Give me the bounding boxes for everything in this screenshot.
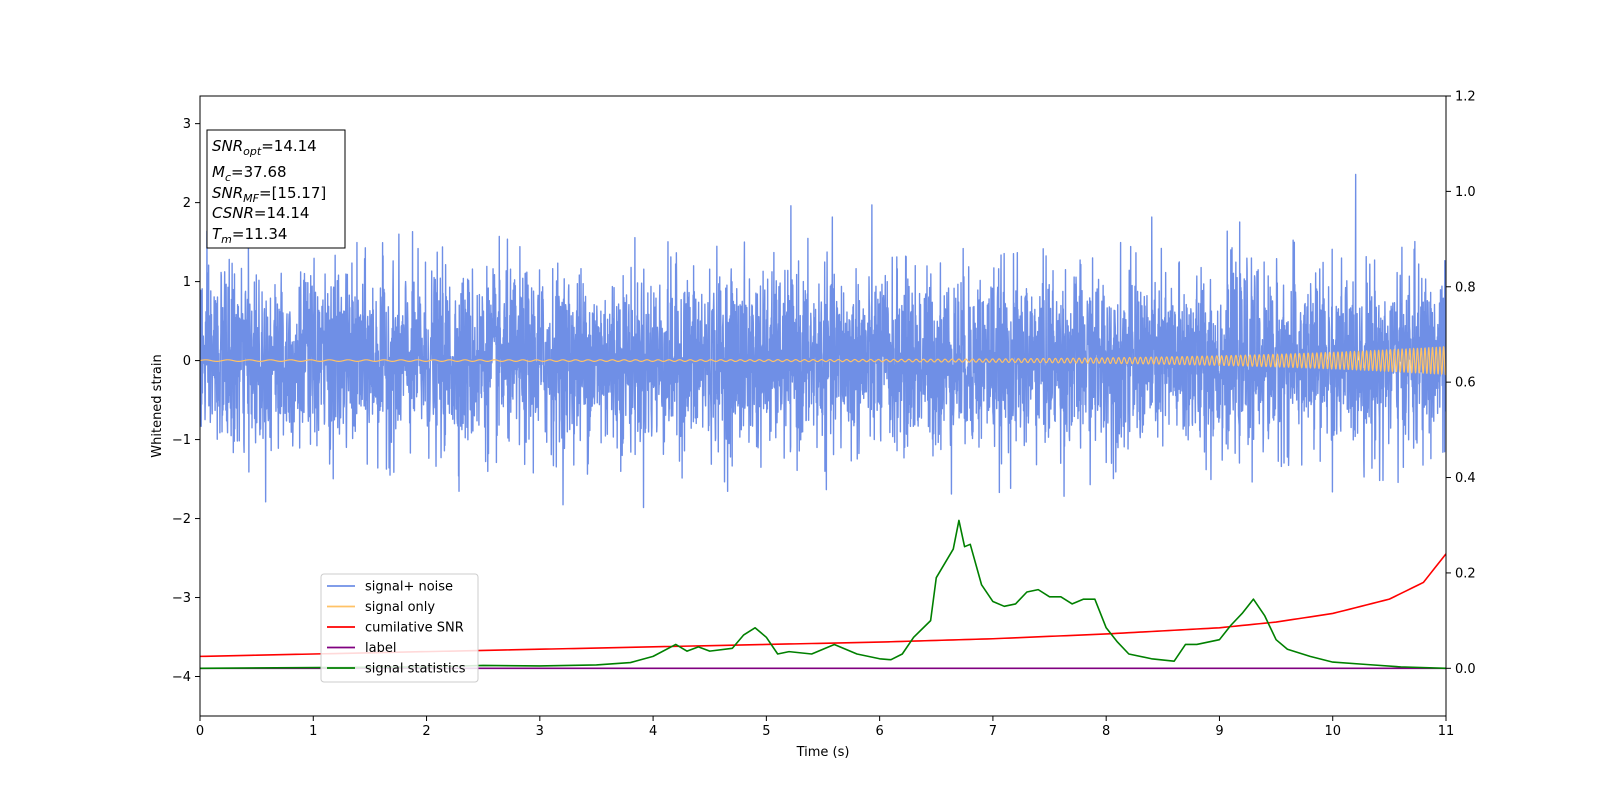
y-tick-label: 1 [183,275,191,290]
x-tick-label: 6 [875,724,883,739]
y-tick-label: 2 [183,196,191,211]
x-tick-label: 1 [309,724,317,739]
axes-layer: 0 1 2 3 4 5 6 7 8 9 10 11 −4 −3 −2 −1 0 1 2 3 0.0 0.2 0.4 0.6 0.… [172,90,1476,740]
x-tick-label: 7 [989,724,997,739]
x-tick-label: 10 [1324,724,1341,739]
y2-tick-label: 0.8 [1455,280,1476,295]
y-tick-label: 0 [183,354,191,369]
legend-label: cumilative SNR [365,621,464,636]
y2-tick-label: 0.6 [1455,376,1476,391]
legend-label: label [365,641,396,656]
series-line-signal-statistics [200,519,1446,670]
y2-tick-label: 0.2 [1455,566,1476,581]
x-tick-label: 11 [1438,724,1455,739]
x-tick-label: 0 [196,724,204,739]
annotation-frame [206,129,346,249]
y-tick-label: 3 [183,117,191,132]
y-tick-label: −3 [172,591,191,606]
series-line-signal-noise [200,173,1446,509]
legend-label: signal only [365,600,435,615]
legend-frame [320,573,479,683]
plot-frame [199,95,1447,717]
annotation-line: Mc=37.68 [212,163,287,184]
annotation-line: CSNR=14.14 [212,204,309,222]
y2-tick-label: 1.2 [1455,90,1476,105]
x-tick-label: 3 [536,724,544,739]
x-tick-label: 4 [649,724,657,739]
y-axis-label: Whitened strain [150,354,165,457]
legend: signal+ noise signal only cumilative SNR la… [320,573,479,683]
annotation-line: Tm=11.34 [212,225,287,246]
legend-label: signal statistics [365,662,466,677]
y2-tick-label: 0.0 [1455,662,1476,677]
y2-tick-label: 1.0 [1455,185,1476,200]
annotation-line: SNRopt=14.14 [212,137,317,158]
x-tick-label: 5 [762,724,770,739]
annotation-box: SNRopt=14.14 Mc=37.68SNRMF=[15.17]CSNR=14… [206,129,346,249]
y2-tick-label: 0.4 [1455,471,1476,486]
x-tick-label: 9 [1215,724,1223,739]
x-tick-label: 8 [1102,724,1110,739]
legend-label: signal+ noise [365,580,453,595]
series-line-signal-only [200,346,1446,376]
x-axis-label: Time (s) [796,745,850,760]
y-tick-label: −2 [172,512,191,527]
annotation-line: SNRMF=[15.17] [212,184,326,205]
y-tick-label: −4 [172,670,191,685]
y-tick-label: −1 [172,433,191,448]
x-tick-label: 2 [422,724,430,739]
